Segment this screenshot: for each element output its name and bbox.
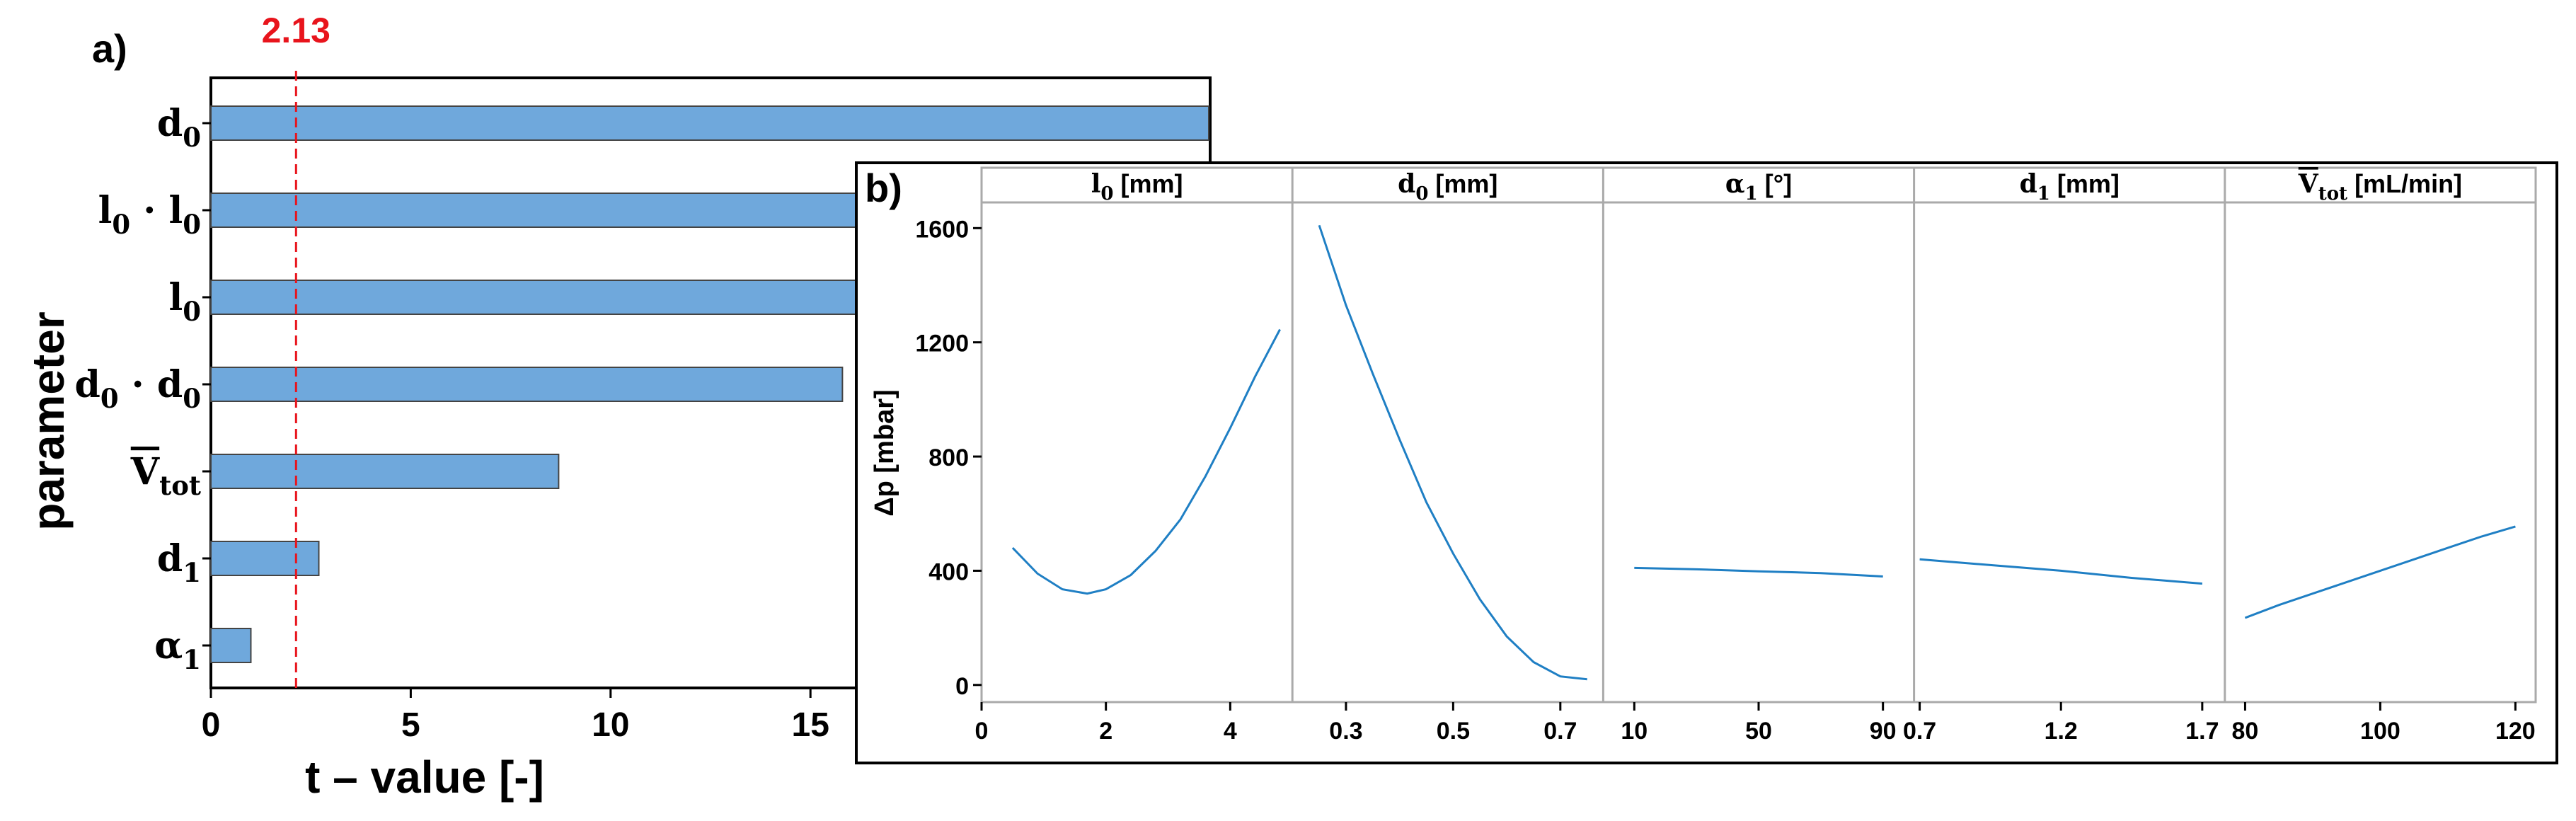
y-axis-title: parameter — [23, 311, 74, 531]
b-x-tick-label: 0.3 — [1329, 718, 1362, 745]
category-label: d1 — [157, 537, 201, 588]
b-x-tick-label: 1.2 — [2045, 718, 2078, 745]
bar — [210, 628, 252, 663]
b-series-line — [1634, 566, 1883, 578]
x-tick-label: 15 — [792, 706, 829, 744]
x-tick-label: 0 — [202, 706, 221, 744]
category-label: l0 · l0 — [98, 189, 201, 240]
category-labels: d0 l0 · l0 l0 d0 · d0 Vtot d1 α1 — [74, 102, 211, 675]
b-series-line — [2244, 525, 2516, 619]
b-y-tick-label: 1200 — [915, 331, 969, 357]
panel-b: b) Δp [mbar] 0 400 800 1200 1600 l0 [mm] 0 2 4 d… — [855, 161, 2558, 764]
b-x-tick-label: 120 — [2495, 718, 2536, 745]
category-label: d0 — [157, 102, 201, 153]
bar — [210, 454, 560, 489]
b-panel-header: d0 [mm] — [1398, 169, 1497, 205]
b-panel-header: α1 [°] — [1725, 169, 1792, 205]
b-subpanel: l0 [mm] 0 2 4 — [975, 169, 1281, 745]
b-subpanel: d0 [mm] 0.3 0.5 0.7 — [1318, 169, 1587, 745]
threshold-label: 2.13 — [262, 11, 330, 50]
b-x-tick-label: 80 — [2232, 718, 2259, 745]
b-x-tick-label: 10 — [1621, 718, 1648, 745]
b-x-tick-label: 0.7 — [1903, 718, 1936, 745]
category-label: l0 — [168, 276, 201, 327]
b-x-tick-label: 4 — [1224, 718, 1237, 745]
b-x-tick-label: 1.7 — [2185, 718, 2219, 745]
b-y-tick-label: 1600 — [915, 216, 969, 243]
b-subpanel: d1 [mm] 0.7 1.2 1.7 — [1903, 169, 2219, 745]
bar — [210, 367, 844, 402]
panel-b-frame — [855, 161, 2558, 764]
b-y-tick-label: 0 — [955, 673, 969, 700]
x-axis-title: t – value [-] — [305, 752, 544, 803]
b-subpanel: Vtot [mL/min] 80 100 120 — [2232, 169, 2536, 745]
category-label: Vtot — [130, 450, 201, 501]
b-subpanel: α1 [°] 10 50 90 — [1621, 169, 1896, 745]
b-x-tick-label: 50 — [1745, 718, 1772, 745]
x-tick-label: 10 — [592, 706, 629, 744]
category-label: α1 — [154, 624, 201, 675]
bar — [210, 105, 1209, 141]
b-x-tick-label: 100 — [2360, 718, 2400, 745]
b-panel-header: l0 [mm] — [1091, 169, 1183, 205]
b-series-line — [1919, 558, 2203, 585]
b-y-tick-labels: 0 400 800 1200 1600 — [915, 216, 982, 700]
b-x-tick-label: 0 — [975, 718, 989, 745]
x-tick-label: 5 — [401, 706, 420, 744]
bar — [210, 541, 320, 576]
b-x-tick-label: 0.5 — [1437, 718, 1470, 745]
panel-a-label: a) — [92, 26, 127, 71]
b-x-tick-label: 0.7 — [1543, 718, 1577, 745]
b-subpanels: l0 [mm]0 2 4d0 [mm]0.3 0.5 0.7α1 [°]10 50 90d1… — [975, 169, 2536, 745]
b-series-line — [1011, 328, 1281, 595]
b-x-tick-label: 2 — [1099, 718, 1112, 745]
b-series-line — [1318, 224, 1587, 681]
b-y-tick-label: 400 — [928, 558, 969, 585]
panel-b-label: b) — [865, 166, 902, 210]
b-panel-header: Vtot [mL/min] — [2298, 169, 2462, 205]
b-y-tick-label: 800 — [928, 444, 969, 471]
b-panel-header: d1 [mm] — [2020, 169, 2120, 205]
category-label: d0 · d0 — [74, 363, 201, 414]
b-y-axis-title: Δp [mbar] — [870, 389, 899, 516]
b-x-tick-label: 90 — [1870, 718, 1897, 745]
